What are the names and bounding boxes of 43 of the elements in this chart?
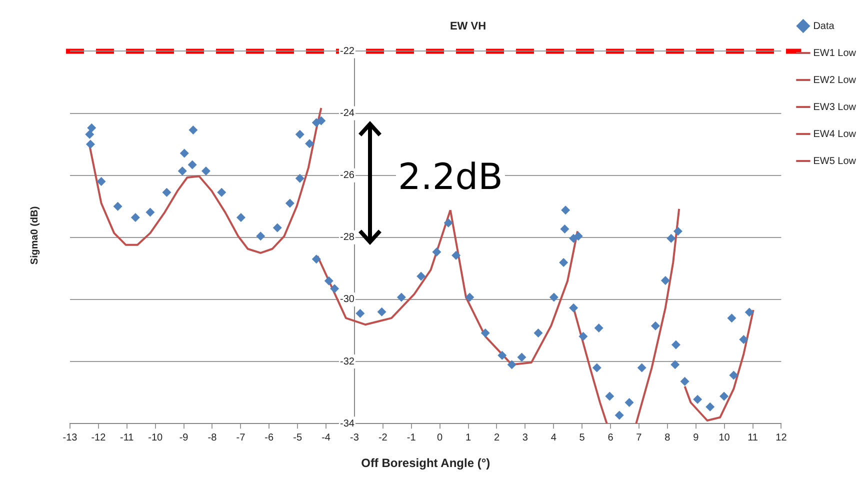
legend-label: EW1 Low: [813, 48, 857, 59]
x-tick-label: -5: [293, 432, 302, 444]
x-tick-label: -13: [62, 432, 78, 444]
annotation: 2.2dB: [396, 157, 505, 198]
x-tick-label: -10: [148, 432, 164, 444]
x-tick-label: -9: [179, 432, 189, 444]
x-tick-label: -11: [120, 432, 134, 444]
legend-label: EW2 Low: [813, 74, 857, 86]
x-tick-label: -3: [350, 432, 360, 444]
y-tick-label: -28: [340, 232, 355, 244]
y-tick-label: -26: [340, 170, 355, 182]
legend-label: EW5 Low: [813, 156, 857, 167]
legend-label: Data: [813, 20, 835, 32]
y-tick-label: -22: [340, 46, 355, 57]
x-tick-label: 10: [718, 432, 730, 444]
x-tick-label: 5: [579, 432, 586, 444]
x-tick-label: -4: [322, 432, 331, 444]
x-tick-label: 4: [550, 432, 557, 444]
x-tick-label: 12: [776, 432, 788, 444]
x-tick-label: -1: [406, 432, 416, 444]
y-axis-title: Sigma0 (dB): [30, 205, 40, 267]
y-tick-label: -30: [340, 294, 355, 306]
y-tick-label: -32: [340, 356, 355, 368]
x-tick-label: 0: [437, 432, 444, 444]
x-tick-label: 11: [748, 432, 758, 444]
y-tick-label: -24: [340, 108, 355, 120]
x-tick-label: 1: [465, 432, 472, 444]
x-axis-title: Off Boresight Angle (°): [361, 456, 490, 470]
x-tick-label: 3: [522, 432, 528, 444]
x-tick-label: 6: [608, 432, 614, 444]
x-tick-label: 9: [693, 432, 700, 444]
legend-label: EW3 Low: [813, 102, 857, 113]
x-tick-label: 2: [494, 432, 500, 444]
x-tick-label: 8: [664, 432, 671, 444]
x-tick-label: -6: [264, 432, 274, 444]
x-tick-label: -12: [91, 432, 106, 444]
x-tick-label: -7: [236, 432, 246, 444]
x-tick-label: -8: [208, 432, 218, 444]
legend-label: EW4 Low: [813, 128, 857, 140]
x-tick-label: 7: [636, 432, 642, 444]
y-tick-label: -34: [340, 418, 355, 430]
x-tick-label: -2: [378, 432, 388, 444]
chart-title: EW VH: [450, 20, 486, 33]
